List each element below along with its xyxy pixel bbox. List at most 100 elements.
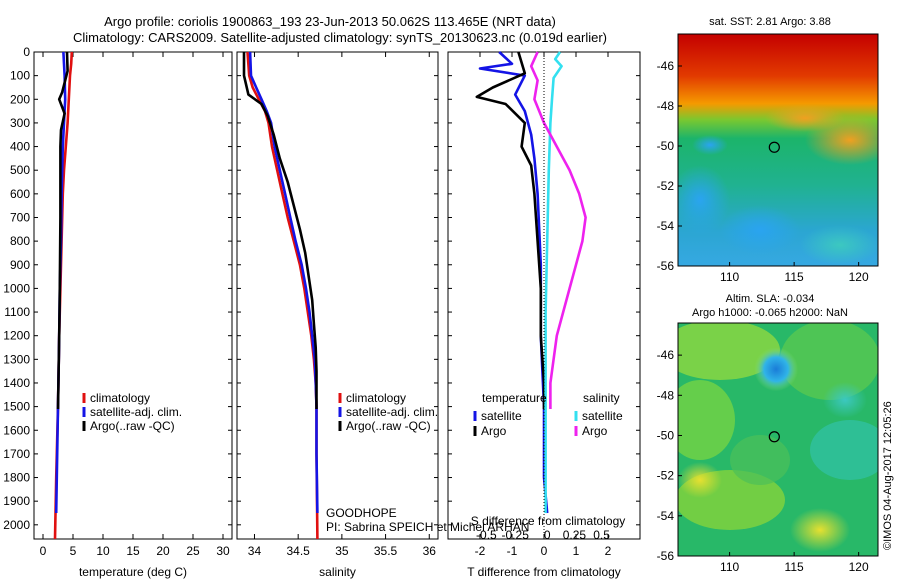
panel-temp-xtick-label: 15 xyxy=(126,544,140,558)
map-xtick-label: 120 xyxy=(849,270,869,284)
depth-tick-label: 1300 xyxy=(3,352,30,366)
depth-tick-label: 700 xyxy=(10,210,30,224)
pi-annotation: PI: Sabrina SPEICH et Michel ARHAN xyxy=(326,520,529,534)
sdiff-tick-label: -0.25 xyxy=(502,528,530,542)
sla-map-axes: 110 115 120 -46 -48 -50 -52 -54 -56 xyxy=(657,348,869,574)
temp-legend-label: Argo(..raw -QC) xyxy=(90,419,175,433)
temperature-panel: 0 5 10 15 20 25 300100200300400500600700800900… xyxy=(3,45,233,579)
depth-tick-label: 600 xyxy=(10,187,30,201)
panel-temp-xtick-label: 5 xyxy=(70,544,77,558)
panel-diff-xtick-label: -1 xyxy=(507,544,518,558)
sdiff-tick-label: -0.5 xyxy=(476,528,497,542)
difference-panel: -2 -1 0 1 2 T difference from climatology -0.5… xyxy=(447,51,641,579)
panel-diff-xtick-label: 0 xyxy=(541,544,548,558)
map-ytick-label: -54 xyxy=(657,509,675,523)
depth-tick-label: 300 xyxy=(10,116,30,130)
panel-temp-xtick-label: 30 xyxy=(216,544,230,558)
panel-diff-series-3 xyxy=(529,51,587,409)
depth-tick-label: 1600 xyxy=(3,423,30,437)
map-ytick-label: -48 xyxy=(657,99,675,113)
panel-sal-series-1 xyxy=(248,51,319,514)
temp-legend-label: climatology xyxy=(90,391,150,405)
sst-map-axes: 110 115 120 -46 -48 -50 -52 -54 -56 xyxy=(657,59,869,284)
panel-diff-series-0 xyxy=(478,51,549,514)
map-ytick-label: -46 xyxy=(657,59,675,73)
map-ytick-label: -50 xyxy=(657,428,675,442)
depth-tick-label: 500 xyxy=(10,163,30,177)
map-xtick-label: 120 xyxy=(849,560,869,574)
depth-tick-label: 2000 xyxy=(3,518,30,532)
sla-map-panel: Altim. SLA: -0.034 Argo h1000: -0.065 h2… xyxy=(657,293,879,574)
map-ytick-label: -52 xyxy=(657,469,675,483)
panel-temp-xtick-label: 10 xyxy=(96,544,110,558)
panel-diff-series-1 xyxy=(475,51,546,409)
depth-tick-label: 1700 xyxy=(3,447,30,461)
depth-tick-label: 1000 xyxy=(3,281,30,295)
sdiff-tick-label: 0.5 xyxy=(593,528,610,542)
sla-map-title-line1: Altim. SLA: -0.034 xyxy=(726,293,815,305)
panel-diff-xtick-label: 2 xyxy=(605,544,612,558)
diff-legend-label: satellite xyxy=(481,409,522,423)
panel-temp-xtick-label: 0 xyxy=(40,544,47,558)
sst-map-title: sat. SST: 2.81 Argo: 3.88 xyxy=(709,16,831,28)
program-annotation: GOODHOPE xyxy=(326,506,397,520)
depth-tick-label: 0 xyxy=(23,45,30,59)
sal-legend-label: climatology xyxy=(346,391,406,405)
panel-diff-series-2 xyxy=(544,51,563,513)
map-xtick-label: 115 xyxy=(785,560,804,574)
panel-diff-xtick-label: -2 xyxy=(475,544,486,558)
map-ytick-label: -56 xyxy=(657,549,675,563)
map-ytick-label: -56 xyxy=(657,259,675,273)
panel-sal-xtick-label: 35 xyxy=(335,544,349,558)
panel-sal-xtick-label: 36 xyxy=(423,544,437,558)
panel-temp-xtick-label: 25 xyxy=(186,544,200,558)
map-ytick-label: -50 xyxy=(657,139,675,153)
sla-map-image xyxy=(678,323,878,556)
panel-temp-xlabel: temperature (deg C) xyxy=(79,565,187,579)
sal-legend-label: Argo(..raw -QC) xyxy=(346,419,431,433)
depth-tick-label: 1800 xyxy=(3,471,30,485)
diff-legend-label: satellite xyxy=(582,409,623,423)
depth-tick-label: 900 xyxy=(10,258,30,272)
panel-sal-xtick-label: 34.5 xyxy=(286,544,310,558)
figure-title-line1: Argo profile: coriolis 1900863_193 23-Ju… xyxy=(104,14,556,29)
sdiff-tick-label: 0 xyxy=(544,528,551,542)
map-xtick-label: 110 xyxy=(720,270,739,284)
diff-legend-label: Argo xyxy=(582,424,608,438)
map-xtick-label: 110 xyxy=(720,560,739,574)
imos-timestamp: ©IMOS 04-Aug-2017 12:05:26 xyxy=(882,401,894,550)
depth-tick-label: 1100 xyxy=(4,305,30,319)
panel-temp-xtick-label: 20 xyxy=(156,544,170,558)
depth-tick-label: 100 xyxy=(10,69,30,83)
panel-sal-frame xyxy=(236,51,439,540)
depth-tick-label: 200 xyxy=(10,92,30,106)
salinity-panel: 34 34.5 35 35.5 36 salinity climatology satelli… xyxy=(236,51,529,579)
panel-sal-xtick-label: 35.5 xyxy=(374,544,398,558)
sst-map-image xyxy=(678,34,878,266)
figure-title-line2: Climatology: CARS2009. Satellite-adjuste… xyxy=(73,30,607,45)
map-ytick-label: -46 xyxy=(657,348,675,362)
panel-sal-xlabel: salinity xyxy=(319,565,356,579)
sdiff-tick-label: 0.25 xyxy=(563,528,587,542)
depth-tick-label: 1500 xyxy=(3,400,30,414)
depth-tick-label: 1400 xyxy=(3,376,30,390)
panel-sal-xtick-label: 34 xyxy=(248,544,262,558)
panel-temp-series-2 xyxy=(56,51,69,410)
sla-argo-location-marker xyxy=(768,431,780,443)
diff-legend-label: Argo xyxy=(481,424,507,438)
depth-tick-label: 800 xyxy=(10,234,30,248)
depth-tick-label: 1900 xyxy=(3,494,30,508)
map-ytick-label: -48 xyxy=(657,388,675,402)
panel-sal-series-2 xyxy=(242,52,318,409)
panel-diff-xlabel: T difference from climatology xyxy=(467,565,621,579)
map-ytick-label: -54 xyxy=(657,219,675,233)
diff-legend-sal-title: salinity xyxy=(583,391,620,405)
depth-tick-label: 1200 xyxy=(3,329,30,343)
sdiff-axis-label: S difference from climatology xyxy=(471,514,626,528)
panel-diff-xtick-label: 1 xyxy=(573,544,580,558)
depth-tick-label: 400 xyxy=(10,140,30,154)
sst-map-panel: sat. SST: 2.81 Argo: 3.88 110 115 120 -46 -4… xyxy=(657,16,879,284)
sst-argo-location-marker xyxy=(768,141,780,153)
map-xtick-label: 115 xyxy=(785,270,804,284)
